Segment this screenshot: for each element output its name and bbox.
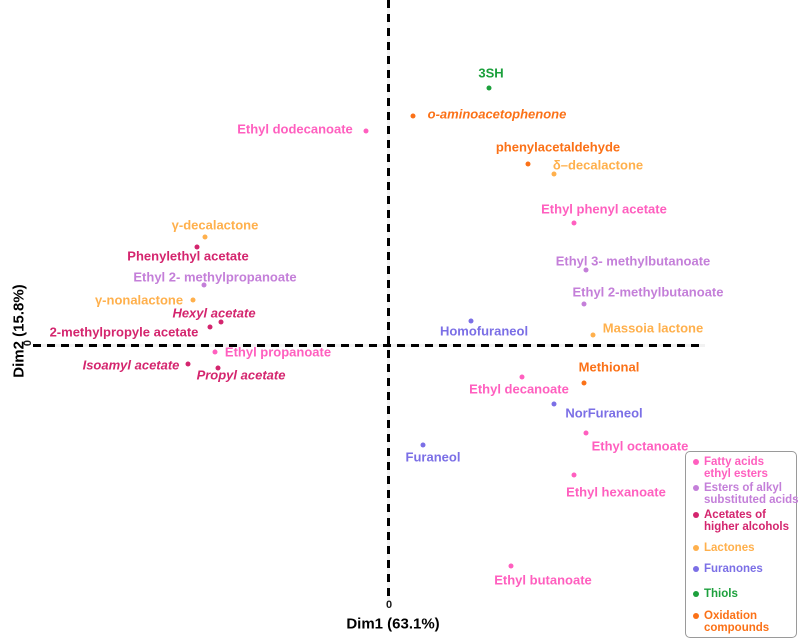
data-point [185, 361, 191, 367]
legend-label-line: Fatty acids [704, 456, 765, 468]
point-label: phenylacetaldehyde [495, 139, 621, 155]
point-label: Ethyl hexanoate [566, 484, 666, 500]
data-point [486, 85, 492, 91]
data-point [363, 128, 369, 134]
legend-label: Furanones [704, 563, 763, 575]
point-label: γ-decalactone [171, 217, 259, 233]
data-point [551, 401, 557, 407]
legend-dot [693, 591, 699, 597]
point-label: Ethyl butanoate [494, 572, 592, 588]
data-point [525, 161, 531, 167]
point-label: 3SH [478, 65, 504, 81]
point-label: Isoamyl acetate [82, 357, 180, 373]
legend-label-line: Esters of alkyl [704, 482, 782, 494]
legend-dot [693, 566, 699, 572]
point-label: δ–decalactone [552, 157, 644, 173]
point-label: Furaneol [405, 449, 461, 465]
legend-label-line: substituted acids [704, 494, 799, 506]
data-point [207, 324, 213, 330]
x-axis-origin-tick: 0 [385, 599, 393, 611]
point-label: Methional [578, 359, 640, 375]
data-point [590, 332, 596, 338]
data-point [583, 430, 589, 436]
point-label: Hexyl acetate [172, 305, 256, 321]
legend-dot [693, 459, 699, 465]
data-point [571, 220, 577, 226]
point-label: γ-nonalactone [94, 292, 184, 308]
point-label: Ethyl 2-methylbutanoate [572, 284, 724, 300]
legend-label-line: ethyl esters [704, 468, 768, 480]
data-point [420, 442, 426, 448]
data-point [583, 267, 589, 273]
legend-label-line: compounds [704, 622, 770, 634]
legend-label: Acetates of higher alcohols [704, 509, 789, 533]
data-point [212, 349, 218, 355]
data-point [468, 318, 474, 324]
data-point [581, 301, 587, 307]
data-point [508, 563, 514, 569]
point-label: Ethyl 2- methylpropanoate [133, 269, 297, 285]
legend-dot [693, 613, 699, 619]
point-label: Ethyl phenyl acetate [541, 201, 667, 217]
data-point [571, 472, 577, 478]
legend-label-line: Thiols [704, 588, 738, 600]
data-point [215, 365, 221, 371]
data-point [519, 374, 525, 380]
data-point [202, 234, 208, 240]
point-label: Ethyl dodecanoate [237, 121, 353, 137]
data-point [194, 244, 200, 250]
legend-label-line: Oxidation [704, 610, 758, 622]
legend-label: Lactones [704, 542, 755, 554]
legend-label-line: higher alcohols [704, 521, 789, 533]
data-point [190, 297, 196, 303]
legend-label: Fatty acids ethyl esters [704, 456, 768, 480]
dim2-zero-dashed-line [33, 344, 705, 347]
data-point [218, 319, 224, 325]
point-label: Homofuraneol [439, 323, 529, 339]
legend-label-line: Lactones [704, 542, 755, 554]
legend-label-line: Furanones [704, 563, 763, 575]
data-point [581, 380, 587, 386]
point-label: Phenylethyl acetate [127, 248, 249, 264]
point-label: Ethyl decanoate [469, 381, 569, 397]
legend-label: Oxidation compounds [704, 610, 769, 634]
point-label: o-aminoacetophenone [427, 106, 567, 122]
legend-label: Thiols [704, 588, 738, 600]
data-point [410, 113, 416, 119]
legend: Fatty acids ethyl esters Esters of alkyl su… [685, 451, 799, 638]
point-label: Ethyl propanoate [224, 344, 332, 360]
point-label: Ethyl 3- methylbutanoate [555, 253, 711, 269]
point-label: Propyl acetate [196, 367, 286, 383]
data-point [551, 171, 557, 177]
legend-dot [693, 485, 699, 491]
data-point [201, 282, 207, 288]
dim1-zero-dashed-line [387, 0, 390, 600]
legend-label: Esters of alkyl substituted acids [704, 482, 799, 506]
point-label: NorFuraneol [565, 405, 643, 421]
legend-label-line: Acetates of [704, 509, 766, 521]
x-axis-label: Dim1 (63.1%) [346, 615, 440, 633]
legend-dot [693, 545, 699, 551]
y-axis-label: Dim2 (15.8%) [10, 284, 28, 378]
point-label: 2-methylpropyle acetate [49, 324, 199, 340]
legend-dot [693, 512, 699, 518]
point-label: Massoia lactone [602, 320, 704, 336]
point-label: Ethyl octanoate [591, 438, 689, 454]
